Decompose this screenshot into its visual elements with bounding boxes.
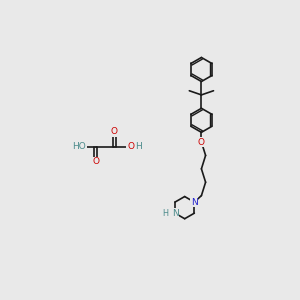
- Text: O: O: [127, 142, 134, 152]
- Text: N: N: [172, 209, 178, 218]
- Text: O: O: [92, 158, 99, 166]
- Text: O: O: [111, 128, 118, 136]
- Text: H: H: [135, 142, 142, 152]
- Text: HO: HO: [73, 142, 86, 152]
- Text: N: N: [191, 198, 198, 207]
- Text: H: H: [163, 209, 169, 218]
- Text: O: O: [198, 137, 205, 146]
